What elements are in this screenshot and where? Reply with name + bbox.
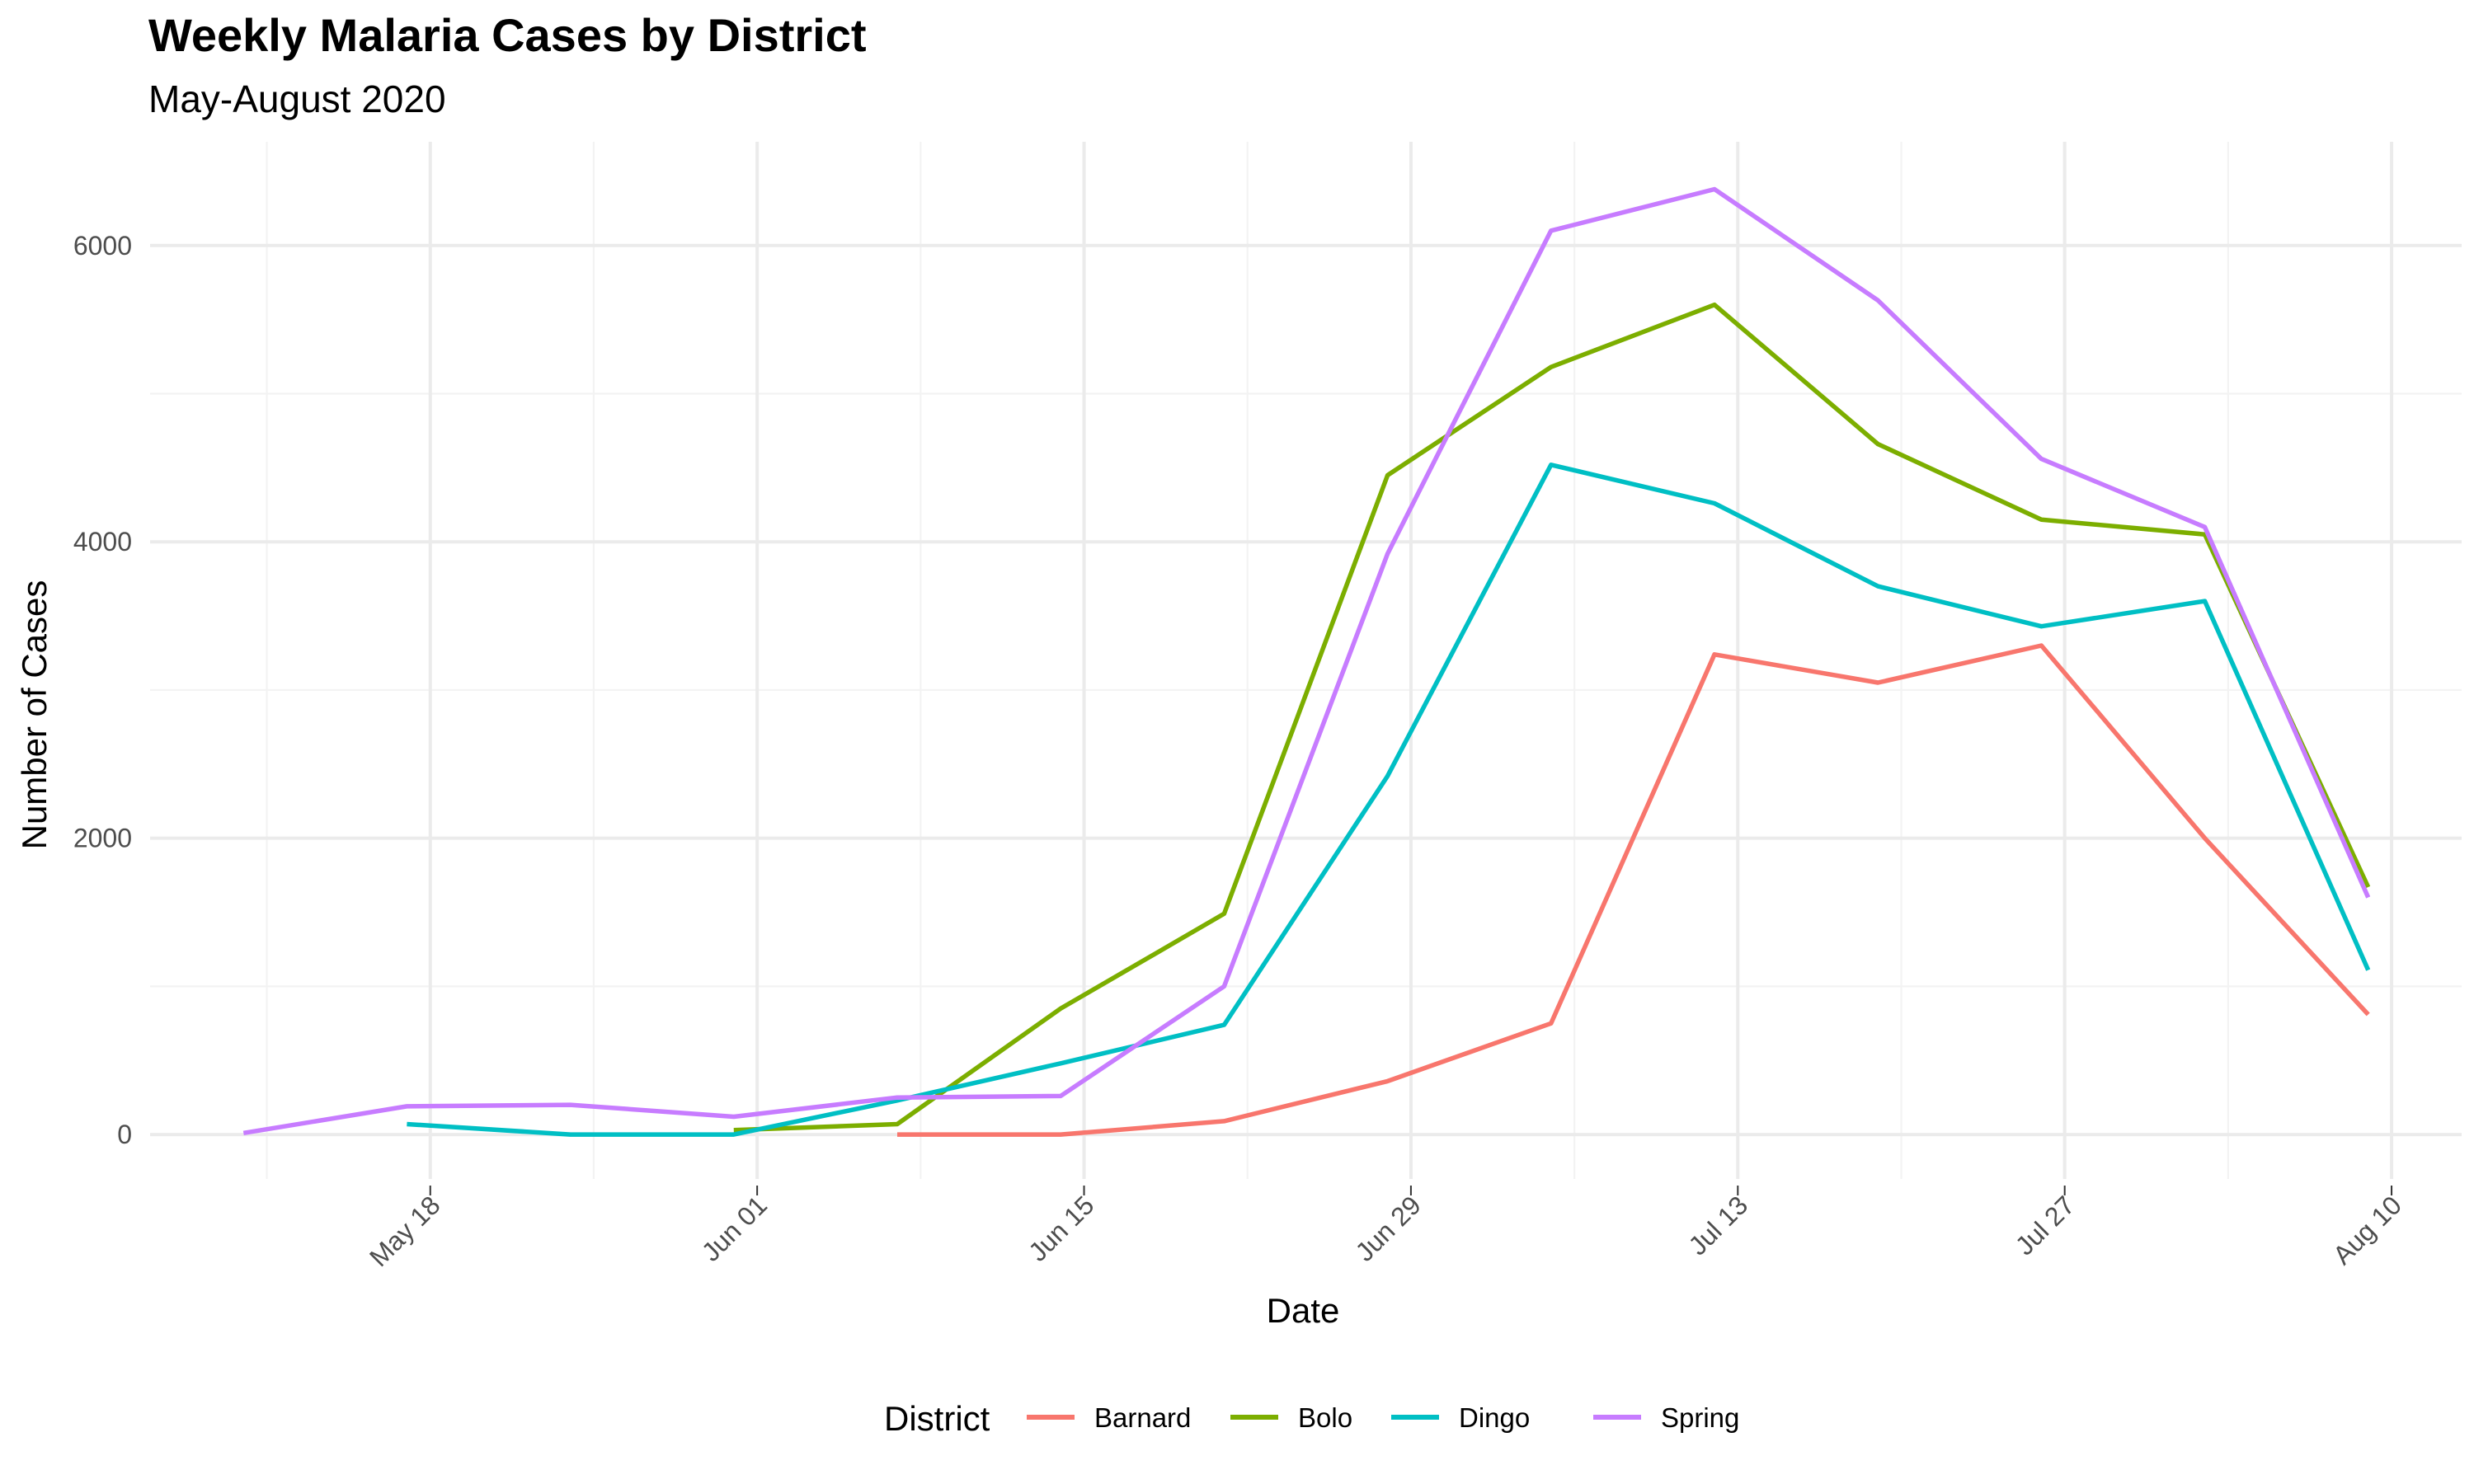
x-tick-label: Jul 27 <box>2010 1190 2081 1261</box>
x-tick-label: Jul 13 <box>1682 1190 1753 1261</box>
legend-label-barnard: Barnard <box>1094 1402 1191 1433</box>
x-tick-label: Jun 15 <box>1023 1190 1099 1266</box>
y-axis: 0 2000 4000 6000 <box>73 231 132 1149</box>
legend-label-spring: Spring <box>1661 1402 1739 1433</box>
y-tick-label: 2000 <box>73 824 132 853</box>
x-tick-label: Jun 01 <box>696 1190 773 1266</box>
legend-label-dingo: Dingo <box>1459 1402 1530 1433</box>
x-tick-label: Jun 29 <box>1349 1190 1426 1266</box>
legend: District Barnard Bolo Dingo Spring <box>884 1399 1739 1438</box>
series-line-barnard <box>897 643 2370 1137</box>
series-line-dingo <box>407 463 2371 1137</box>
legend-label-bolo: Bolo <box>1298 1402 1352 1433</box>
series-lines <box>242 186 2371 1137</box>
x-tick-label: May 18 <box>364 1190 446 1272</box>
y-tick-label: 4000 <box>73 527 132 556</box>
y-tick-label: 6000 <box>73 231 132 261</box>
y-axis-title: Number of Cases <box>15 580 54 850</box>
x-axis-title: Date <box>1267 1291 1340 1330</box>
y-tick-label: 0 <box>117 1120 132 1149</box>
chart-title: Weekly Malaria Cases by District <box>148 9 867 61</box>
series-line-bolo <box>733 302 2371 1133</box>
major-gridlines <box>150 142 2462 1179</box>
minor-gridlines <box>150 142 2462 1179</box>
legend-title: District <box>884 1399 990 1438</box>
legend-items: Barnard Bolo Dingo Spring <box>1027 1402 1739 1433</box>
series-line-spring <box>242 186 2371 1136</box>
x-axis: May 18 Jun 01 Jun 15 Jun 29 Jul 13 Jul 27 Aug … <box>364 1186 2407 1272</box>
x-tick-label: Aug 10 <box>2327 1190 2407 1270</box>
chart-subtitle: May-August 2020 <box>148 77 446 120</box>
